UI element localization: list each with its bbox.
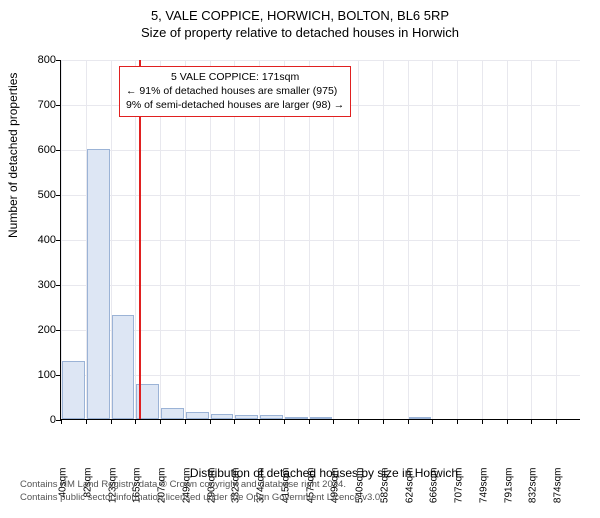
xtick-mark	[507, 419, 508, 424]
xtick-mark	[86, 419, 87, 424]
gridline-v	[482, 60, 483, 419]
gridline-v	[507, 60, 508, 419]
chart-title: 5, VALE COPPICE, HORWICH, BOLTON, BL6 5R…	[0, 8, 600, 23]
histogram-bar	[235, 415, 258, 419]
x-axis-label: Distribution of detached houses by size …	[24, 466, 600, 480]
ytick-label: 100	[26, 369, 56, 381]
xtick-mark	[61, 419, 62, 424]
histogram-bar	[161, 408, 184, 419]
histogram-bar	[87, 149, 110, 419]
xtick-mark	[482, 419, 483, 424]
gridline-v	[358, 60, 359, 419]
gridline-v	[383, 60, 384, 419]
xtick-mark	[160, 419, 161, 424]
gridline-v	[432, 60, 433, 419]
ytick-label: 700	[26, 99, 56, 111]
footer-line-2: Contains public sector information licen…	[20, 492, 383, 504]
xtick-mark	[408, 419, 409, 424]
ytick-label: 300	[26, 279, 56, 291]
y-axis-label: Number of detached properties	[6, 73, 20, 238]
xtick-mark	[556, 419, 557, 424]
gridline-v	[556, 60, 557, 419]
ytick-label: 0	[26, 414, 56, 426]
ytick-label: 400	[26, 234, 56, 246]
ytick-label: 500	[26, 189, 56, 201]
histogram-bar	[310, 417, 333, 419]
footer-line-1: Contains HM Land Registry data © Crown c…	[20, 479, 383, 491]
chart-plot-area: 010020030040050060070080040sqm82sqm123sq…	[60, 60, 580, 420]
reference-annotation-box: 5 VALE COPPICE: 171sqm ← 91% of detached…	[119, 66, 351, 117]
xtick-mark	[185, 419, 186, 424]
gridline-v	[457, 60, 458, 419]
xtick-mark	[531, 419, 532, 424]
xtick-mark	[284, 419, 285, 424]
gridline-v	[531, 60, 532, 419]
annotation-line-1: 5 VALE COPPICE: 171sqm	[126, 70, 344, 84]
annotation-line-3: 9% of semi-detached houses are larger (9…	[126, 98, 344, 112]
footer-attribution: Contains HM Land Registry data © Crown c…	[20, 479, 383, 504]
xtick-mark	[210, 419, 211, 424]
xtick-mark	[111, 419, 112, 424]
ytick-label: 200	[26, 324, 56, 336]
xtick-mark	[259, 419, 260, 424]
xtick-mark	[432, 419, 433, 424]
histogram-bar	[112, 315, 135, 419]
xtick-mark	[333, 419, 334, 424]
xtick-mark	[383, 419, 384, 424]
histogram-bar	[211, 414, 234, 419]
chart-subtitle: Size of property relative to detached ho…	[0, 25, 600, 40]
xtick-mark	[358, 419, 359, 424]
histogram-bar	[285, 417, 308, 419]
histogram-bar	[260, 415, 283, 420]
histogram-bar	[409, 417, 432, 419]
xtick-mark	[309, 419, 310, 424]
xtick-mark	[457, 419, 458, 424]
ytick-label: 600	[26, 144, 56, 156]
gridline-v	[408, 60, 409, 419]
histogram-bar	[186, 412, 209, 419]
ytick-label: 800	[26, 54, 56, 66]
xtick-mark	[135, 419, 136, 424]
xtick-mark	[234, 419, 235, 424]
annotation-line-2: ← 91% of detached houses are smaller (97…	[126, 84, 344, 98]
histogram-bar	[62, 361, 85, 419]
